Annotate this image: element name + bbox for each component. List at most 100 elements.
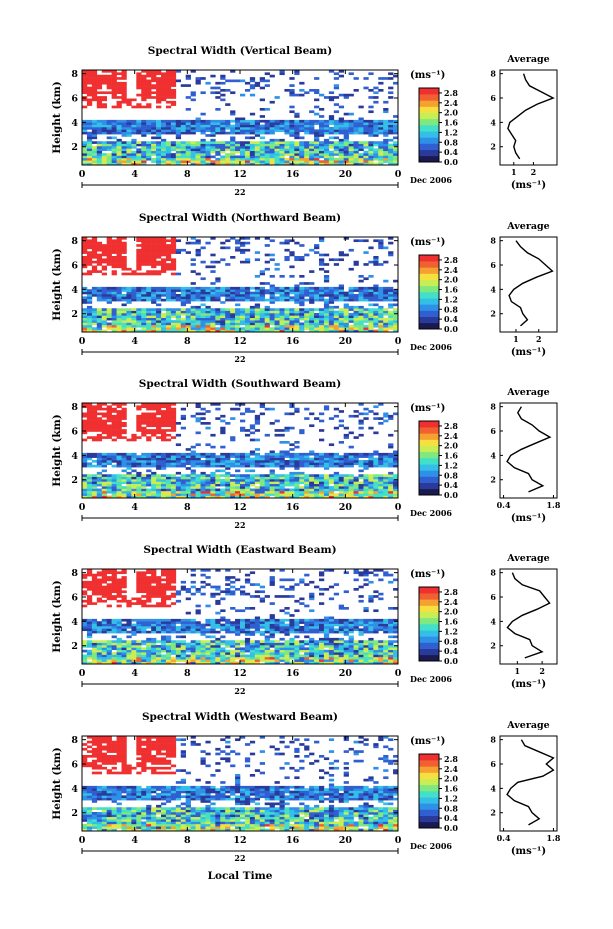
heatmap-cell [131,129,137,133]
heatmap-cell [304,476,310,480]
heatmap-cell [353,157,359,161]
heatmap-cell [279,479,285,482]
heatmap-cell [200,77,206,80]
heatmap-cell [279,481,285,485]
heatmap-cell [200,291,206,295]
heatmap-cell [180,141,186,144]
heatmap-cell [353,155,359,159]
heatmap-cell [82,585,88,589]
heatmap-cell [205,460,211,463]
heatmap-cell [146,621,152,624]
heatmap-cell [116,628,122,632]
heatmap-cell [388,474,394,477]
heatmap-cell [82,157,88,161]
heatmap-cell [319,153,325,156]
colorbar-tick-label: 2.4 [444,265,458,275]
heatmap-cell [274,308,280,311]
heatmap-cell [136,647,142,651]
heatmap-cell [269,488,275,492]
heatmap-cell [319,289,325,292]
heatmap-cell [161,89,167,92]
heatmap-cell [121,462,127,466]
heatmap-cell [200,476,206,480]
heatmap-cell [141,81,147,85]
heatmap-cell [82,645,88,648]
heatmap-cell [348,315,354,319]
heatmap-cell [200,143,206,147]
heatmap-cell [156,322,162,326]
colorbar-swatch [419,470,439,477]
heatmap-cell [151,131,157,135]
heatmap-cell [319,320,325,323]
heatmap-cell [156,630,162,634]
heatmap-cell [210,294,216,297]
heatmap-cell [151,431,157,435]
heatmap-cell [259,124,265,128]
heatmap-cell [170,160,177,163]
colorbar-tick-label: 1.6 [444,285,458,295]
heatmap-cell [190,148,196,152]
heatmap-cell [151,237,157,240]
heatmap-cell [240,79,246,83]
heatmap-cell [146,119,152,123]
heatmap-cell [304,143,310,147]
heatmap-cell [343,294,349,297]
heatmap-cell [96,150,103,154]
heatmap-cell [151,464,157,468]
heatmap-cell [131,469,137,473]
heatmap-cell [121,324,127,328]
heatmap-cell [274,488,280,492]
heatmap-cell [86,127,93,130]
heatmap-cell [368,110,374,114]
heatmap-cell [101,642,107,646]
heatmap-cell [180,160,186,163]
heatmap-cell [121,327,127,330]
heatmap-cell [323,460,330,463]
heatmap-cell [86,91,93,95]
heatmap-cell [101,160,107,163]
heatmap-cell [254,313,261,316]
heatmap-cell [136,244,142,247]
heatmap-cell [373,258,379,262]
heatmap-cell [141,317,147,321]
heatmap-cell [151,286,157,290]
heatmap-cell [156,248,162,252]
heatmap-cell [141,659,147,662]
heatmap-cell [348,317,354,321]
heatmap-cell [235,119,241,123]
heatmap-cell [259,315,265,319]
heatmap-cell [141,105,147,109]
heatmap-cell [161,329,167,333]
heatmap-cell [388,303,394,307]
heatmap-cell [279,315,285,319]
heatmap-cell [101,460,107,463]
heatmap-cell [96,146,103,149]
heatmap-cell [240,289,246,292]
heatmap-cell [289,289,295,292]
heatmap-cell [161,241,167,245]
heatmap-cell [141,256,147,259]
heatmap-cell [111,248,117,252]
heatmap-cell [121,131,127,135]
heatmap-cell [323,464,330,468]
heatmap-cell [279,153,285,156]
heatmap-cell [210,327,216,330]
heatmap-cell [161,422,167,425]
heatmap-cell [254,329,261,333]
heatmap-cell [259,405,265,409]
y-tick-label: 6 [71,94,78,105]
heatmap-cell [343,426,349,430]
heatmap-cell [215,124,221,128]
heatmap-cell [328,286,335,290]
heatmap-cell [101,455,107,458]
heatmap-cell [319,493,325,496]
heatmap-cell [151,91,157,95]
heatmap-cell [86,656,93,660]
heatmap-cell [244,89,251,92]
heatmap-cell [101,310,107,314]
heatmap-cell [279,294,285,297]
heatmap-cell [225,317,231,321]
heatmap-cell [244,327,251,330]
heatmap-cell [195,495,201,499]
heatmap-cell [289,455,295,458]
